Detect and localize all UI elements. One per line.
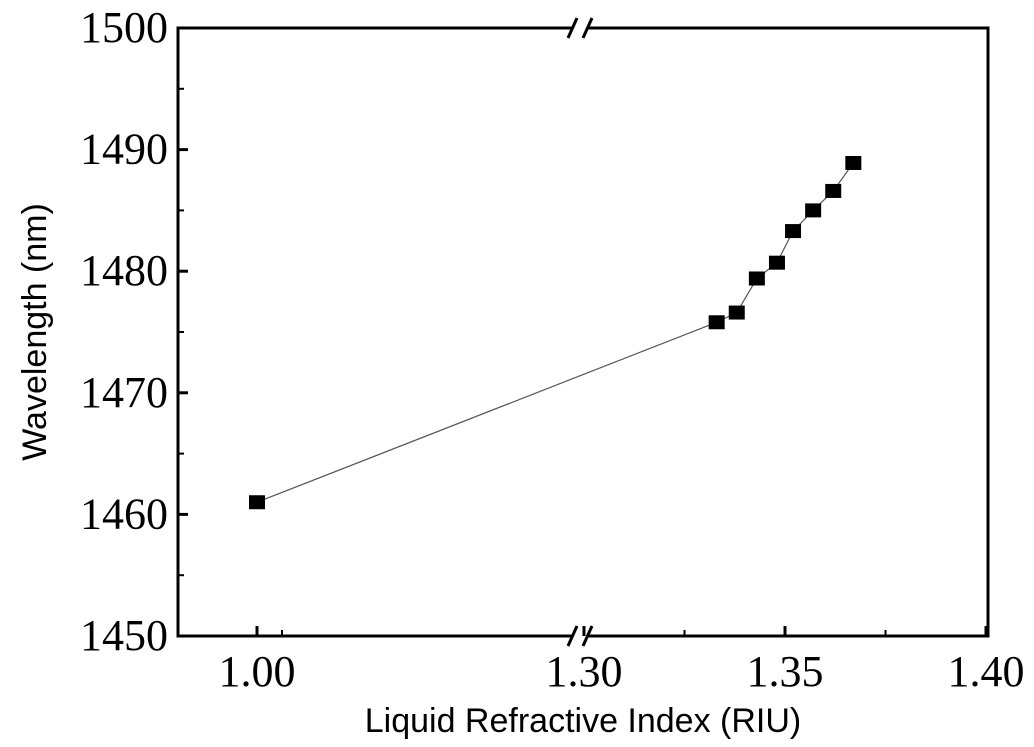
y-tick-label: 1470 [80,368,168,417]
data-point [749,271,765,285]
data-point [825,184,841,198]
data-point [729,306,745,320]
data-point [845,156,861,170]
x-tick-label: 1.00 [219,647,296,696]
y-tick-label: 1450 [80,611,168,660]
data-markers [249,156,861,509]
y-tick-label: 1460 [80,489,168,538]
x-axis-title: Liquid Refractive Index (RIU) [365,702,802,740]
y-axis-title: Wavelength (nm) [16,203,54,461]
axis-break-top [568,18,592,38]
data-point [769,256,785,270]
y-tick-label: 1490 [80,125,168,174]
x-tick-label: 1.35 [747,647,824,696]
series-line-layer [257,163,853,502]
plot-frame [178,28,988,636]
series-line [257,163,853,502]
y-tick-label: 1500 [80,3,168,52]
y-tick-label: 1480 [80,246,168,295]
axis-break-bottom [568,626,592,646]
data-point [709,315,725,329]
x-tick-label: 1.40 [948,647,1025,696]
data-point [785,224,801,238]
data-point [805,203,821,217]
y-axis: 1450 1460 1470 1480 1490 1500 [80,3,188,660]
data-point [249,495,265,509]
x-tick-label: 1.30 [546,647,623,696]
